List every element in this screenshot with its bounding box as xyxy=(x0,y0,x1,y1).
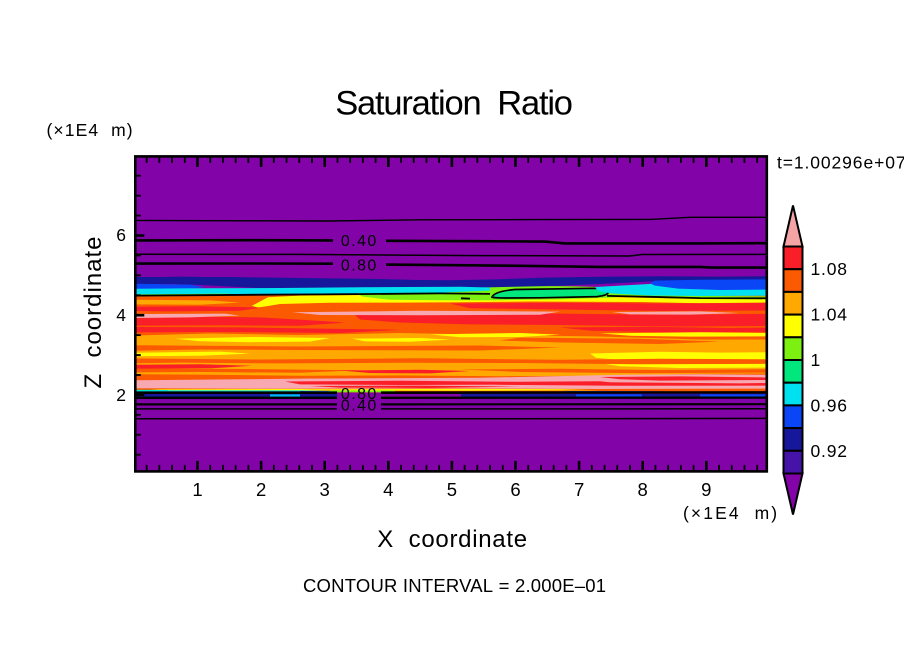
svg-text:4: 4 xyxy=(383,479,393,500)
svg-text:2: 2 xyxy=(256,479,266,500)
svg-text:t=1.00296e+07: t=1.00296e+07 xyxy=(777,153,904,173)
svg-text:0.40: 0.40 xyxy=(341,233,378,250)
svg-text:4: 4 xyxy=(116,305,126,325)
svg-text:0.92: 0.92 xyxy=(811,441,848,461)
svg-text:0.96: 0.96 xyxy=(811,396,848,416)
svg-text:2: 2 xyxy=(116,385,126,405)
svg-text:0.40: 0.40 xyxy=(341,398,378,415)
svg-text:1: 1 xyxy=(192,479,202,500)
svg-text:Z coordinate: Z coordinate xyxy=(80,235,107,388)
svg-text:1.04: 1.04 xyxy=(811,305,848,325)
svg-text:X coordinate: X coordinate xyxy=(377,526,528,553)
svg-text:3: 3 xyxy=(320,479,330,500)
svg-text:(×1E4 m): (×1E4 m) xyxy=(683,503,779,523)
svg-text:1: 1 xyxy=(811,350,822,370)
svg-text:CONTOUR INTERVAL = 2.000E–01: CONTOUR INTERVAL = 2.000E–01 xyxy=(303,575,606,596)
svg-text:Saturation Ratio: Saturation Ratio xyxy=(335,85,572,123)
svg-text:5: 5 xyxy=(447,479,457,500)
svg-text:1.08: 1.08 xyxy=(811,259,848,279)
svg-text:8: 8 xyxy=(638,479,648,500)
svg-text:6: 6 xyxy=(116,225,126,245)
svg-text:0.80: 0.80 xyxy=(341,386,378,403)
svg-text:(×1E4 m): (×1E4 m) xyxy=(47,120,134,140)
svg-text:0.80: 0.80 xyxy=(341,257,378,274)
svg-text:6: 6 xyxy=(510,479,520,500)
svg-text:7: 7 xyxy=(574,479,584,500)
svg-text:9: 9 xyxy=(701,479,711,500)
